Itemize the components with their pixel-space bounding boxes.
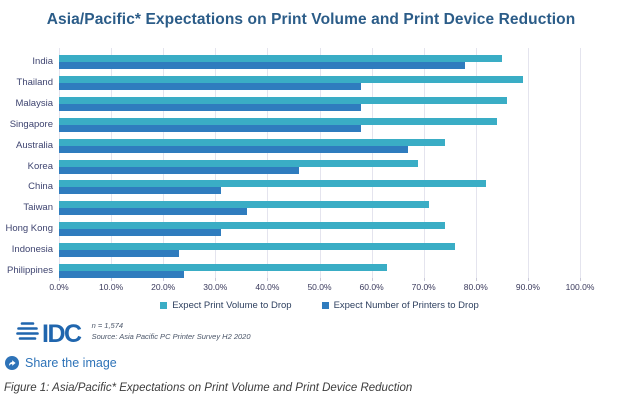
share-link[interactable]: Share the image	[5, 356, 117, 370]
chart-row	[59, 173, 580, 195]
axis-tick-label: 0.0%	[49, 282, 69, 292]
share-label: Share the image	[25, 356, 117, 370]
bar-print-volume	[59, 201, 429, 209]
bar-printer-reduction	[59, 229, 221, 237]
idc-logo-text: IDC	[42, 320, 82, 348]
category-label: Hong Kong	[5, 223, 53, 235]
bar-printer-reduction	[59, 145, 409, 153]
bar-printer-reduction	[59, 103, 362, 111]
bar-print-volume	[59, 222, 445, 230]
axis-tick-label: 90.0%	[515, 282, 540, 292]
legend-label: Expect Number of Printers to Drop	[333, 300, 479, 311]
chart-row	[59, 215, 580, 237]
bar-printer-reduction	[59, 187, 221, 195]
axis-tick	[215, 278, 217, 281]
bar-print-volume	[59, 180, 487, 188]
gridline	[527, 48, 529, 279]
axis-tick-label: 50.0%	[307, 282, 332, 292]
category-label: Philippines	[7, 265, 53, 277]
x-axis: 0.0% 10.0% 20.0% 30.0% 40.0% 50.0% 60.0% 70.0% 8…	[49, 278, 594, 294]
category-label: Korea	[27, 160, 53, 172]
bar-printer-reduction	[59, 124, 362, 132]
legend-item-print-volume: Expect Print Volume to Drop	[160, 300, 292, 311]
legend-swatch-teal	[160, 302, 168, 309]
axis-tick-label: 10.0%	[99, 282, 124, 292]
category-label: Taiwan	[23, 202, 53, 214]
axis-tick-label: 30.0%	[203, 282, 228, 292]
axis-tick	[527, 278, 529, 281]
gridline	[423, 48, 425, 279]
axis-tick-label: 20.0%	[151, 282, 176, 292]
bar-printer-reduction	[59, 62, 466, 69]
idc-logo: IDC	[15, 319, 82, 349]
legend-label: Expect Print Volume to Drop	[172, 300, 292, 311]
axis-tick	[319, 278, 321, 281]
category-label: Singapore	[9, 118, 53, 130]
axis-tick	[267, 278, 269, 281]
bar-print-volume	[59, 96, 508, 104]
bar-print-volume	[59, 264, 388, 272]
gridline	[475, 48, 477, 279]
category-label: Malaysia	[15, 97, 54, 109]
axis-tick	[111, 278, 113, 281]
gridline	[580, 48, 581, 279]
bar-print-volume	[59, 75, 523, 83]
chart-row	[59, 132, 580, 153]
category-label: India	[32, 56, 53, 67]
axis-tick	[580, 278, 581, 281]
source-note: Source: Asia Pacific PC Printer Survey H…	[91, 331, 251, 341]
bar-printer-reduction	[59, 208, 247, 216]
figure-caption: Figure 1: Asia/Pacific* Expectations on …	[4, 382, 413, 394]
legend: Expect Print Volume to Drop Expect Numbe…	[59, 300, 580, 311]
chart-row	[59, 236, 580, 258]
axis-tick	[475, 278, 477, 281]
legend-swatch-blue	[321, 302, 329, 309]
bar-printer-reduction	[59, 82, 362, 90]
chart-row	[59, 257, 580, 279]
chart-row	[59, 69, 580, 90]
bar-printer-reduction	[59, 166, 299, 174]
bar-print-volume	[59, 138, 445, 146]
axis-tick	[163, 278, 165, 281]
axis-tick-label: 80.0%	[463, 282, 488, 292]
chart-row	[59, 153, 580, 174]
axis-tick-label: 100.0%	[565, 282, 595, 292]
category-label: Thailand	[16, 76, 53, 88]
axis-tick	[371, 278, 373, 281]
sample-size-note: n = 1,574	[91, 321, 124, 330]
axis-tick-label: 60.0%	[359, 282, 384, 292]
axis-tick	[423, 278, 425, 281]
bar-printer-reduction	[59, 250, 179, 258]
chart-row	[59, 111, 580, 132]
source-notes: n = 1,574 Source: Asia Pacific PC Printe…	[92, 319, 251, 342]
legend-item-printer-reduction: Expect Number of Printers to Drop	[321, 300, 479, 311]
axis-tick-label: 40.0%	[255, 282, 280, 292]
chart: India Thailand Malaysia Singapore Australia K…	[0, 48, 622, 279]
plot-area	[59, 48, 581, 279]
bar-print-volume	[59, 55, 502, 62]
share-icon	[5, 356, 19, 370]
category-label: China	[28, 181, 53, 193]
bar-print-volume	[59, 159, 419, 167]
chart-row	[59, 48, 580, 69]
bar-print-volume	[59, 243, 455, 251]
axis-tick	[59, 278, 60, 281]
chart-title: Asia/Pacific* Expectations on Print Volu…	[46, 11, 576, 28]
axis-tick-label: 70.0%	[411, 282, 436, 292]
bar-print-volume	[59, 117, 497, 125]
bar-printer-reduction	[59, 271, 185, 279]
category-label: Australia	[16, 139, 53, 151]
chart-footer: IDC n = 1,574 Source: Asia Pacific PC Pr…	[15, 319, 251, 349]
globe-icon	[15, 319, 40, 349]
chart-row	[59, 194, 580, 216]
category-label: Indonesia	[11, 244, 53, 256]
chart-row	[59, 90, 580, 111]
